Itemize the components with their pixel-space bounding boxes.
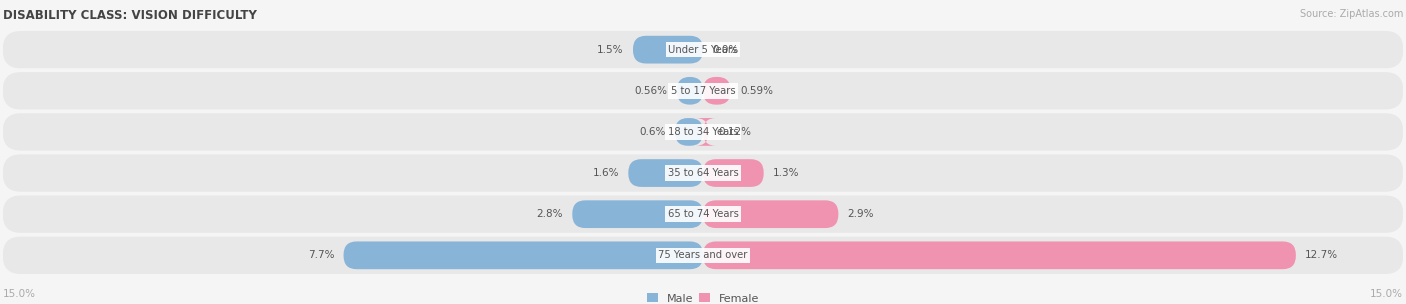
Text: 15.0%: 15.0%	[1371, 289, 1403, 299]
FancyBboxPatch shape	[3, 72, 1403, 109]
Text: 65 to 74 Years: 65 to 74 Years	[668, 209, 738, 219]
Text: 15.0%: 15.0%	[3, 289, 35, 299]
FancyBboxPatch shape	[703, 241, 1296, 269]
Text: 18 to 34 Years: 18 to 34 Years	[668, 127, 738, 137]
Text: 12.7%: 12.7%	[1305, 250, 1339, 260]
FancyBboxPatch shape	[572, 200, 703, 228]
FancyBboxPatch shape	[3, 195, 1403, 233]
Text: 0.59%: 0.59%	[740, 86, 773, 96]
Text: 7.7%: 7.7%	[308, 250, 335, 260]
FancyBboxPatch shape	[703, 77, 731, 105]
FancyBboxPatch shape	[3, 237, 1403, 274]
Text: 0.56%: 0.56%	[634, 86, 668, 96]
Text: 5 to 17 Years: 5 to 17 Years	[671, 86, 735, 96]
Text: 0.6%: 0.6%	[640, 127, 665, 137]
FancyBboxPatch shape	[676, 77, 703, 105]
Text: 0.12%: 0.12%	[718, 127, 751, 137]
FancyBboxPatch shape	[3, 154, 1403, 192]
Legend: Male, Female: Male, Female	[647, 293, 759, 304]
Text: Source: ZipAtlas.com: Source: ZipAtlas.com	[1301, 9, 1403, 19]
Text: 1.3%: 1.3%	[773, 168, 800, 178]
Text: Under 5 Years: Under 5 Years	[668, 45, 738, 55]
Text: DISABILITY CLASS: VISION DIFFICULTY: DISABILITY CLASS: VISION DIFFICULTY	[3, 9, 257, 22]
FancyBboxPatch shape	[633, 36, 703, 64]
FancyBboxPatch shape	[703, 200, 838, 228]
FancyBboxPatch shape	[343, 241, 703, 269]
Text: 0.0%: 0.0%	[713, 45, 738, 55]
Text: 75 Years and over: 75 Years and over	[658, 250, 748, 260]
FancyBboxPatch shape	[628, 159, 703, 187]
Text: 2.8%: 2.8%	[537, 209, 562, 219]
Text: 2.9%: 2.9%	[848, 209, 875, 219]
FancyBboxPatch shape	[675, 118, 703, 146]
FancyBboxPatch shape	[3, 113, 1403, 150]
FancyBboxPatch shape	[703, 159, 763, 187]
Text: 1.6%: 1.6%	[592, 168, 619, 178]
Text: 1.5%: 1.5%	[598, 45, 624, 55]
FancyBboxPatch shape	[3, 31, 1403, 68]
FancyBboxPatch shape	[696, 118, 716, 146]
Text: 35 to 64 Years: 35 to 64 Years	[668, 168, 738, 178]
